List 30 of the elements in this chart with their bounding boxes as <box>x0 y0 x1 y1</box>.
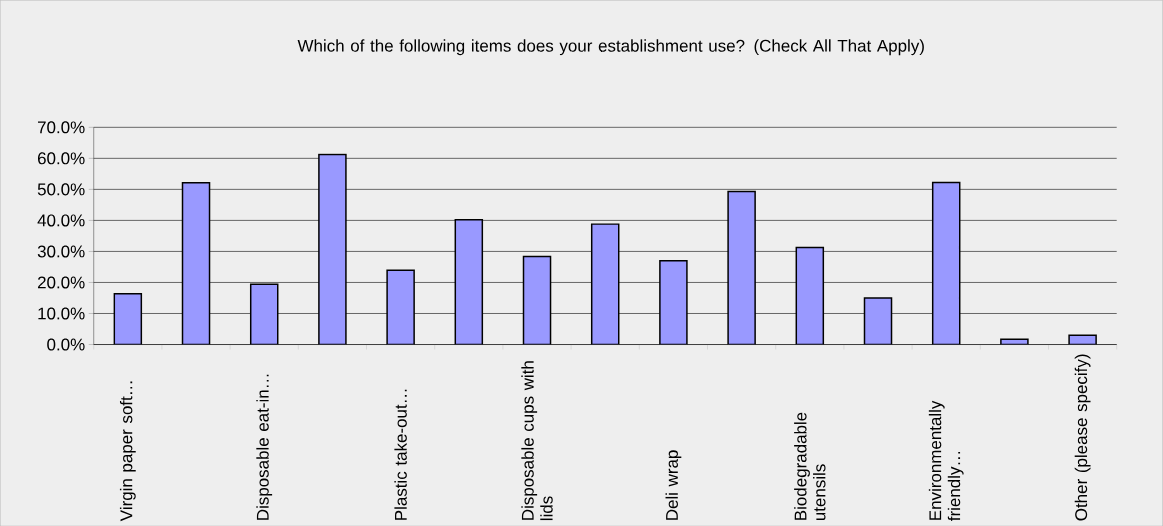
y-tick-label: 50.0% <box>37 183 85 196</box>
x-tick-label: Disposable cups with lids <box>521 361 553 520</box>
y-tick-label: 60.0% <box>37 152 85 165</box>
chart-title: Which of the following items does your establishment use? (Check All That Apply) <box>297 39 924 55</box>
y-tick-label: 70.0% <box>38 121 85 134</box>
bar <box>522 255 552 345</box>
bar <box>795 246 825 345</box>
bar <box>727 190 756 345</box>
y-tick-label: 20.0% <box>37 276 85 289</box>
bar <box>863 297 893 345</box>
x-tick-label: Other (please specify) <box>1074 354 1091 521</box>
bar <box>318 153 347 345</box>
x-tick-label: Biodegradable utensils <box>794 412 826 520</box>
bar <box>659 259 688 345</box>
bar <box>590 223 620 345</box>
y-tick-label: 40.0% <box>37 214 85 227</box>
x-tick-label: Environmentally friendly… <box>928 400 964 521</box>
y-tick-label: 10.0% <box>38 307 85 320</box>
x-tick-label: Disposable eat-in… <box>256 374 273 520</box>
x-tick-label: Virgin paper soft… <box>119 381 136 521</box>
x-tick-label: Plastic take-out… <box>394 389 407 520</box>
bar <box>181 181 211 345</box>
bar <box>386 269 415 345</box>
bar <box>249 283 279 345</box>
bar <box>931 181 961 345</box>
x-tick-label: Deli wrap <box>665 450 682 520</box>
bar <box>113 292 143 345</box>
y-tick-label: 30.0% <box>37 245 85 258</box>
y-tick-label: 0.0% <box>47 338 85 351</box>
bar <box>454 218 484 345</box>
